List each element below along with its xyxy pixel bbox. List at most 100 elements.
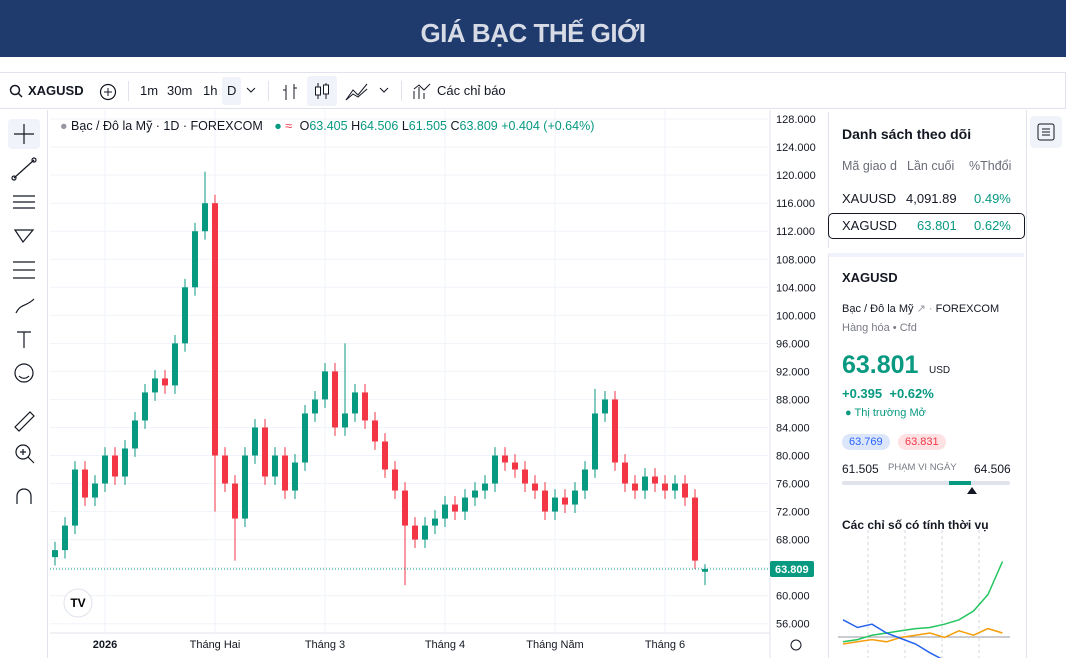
interval[interactable]: 1m <box>140 83 159 98</box>
watchlist-title: Danh sách theo dõi <box>842 126 972 142</box>
chart-legend: ● Bạc / Đô la Mỹ · 1D · FOREXCOM ● ≈ O63… <box>60 119 595 133</box>
column-header[interactable]: Lần cuối <box>907 159 955 173</box>
last-price-label: 63.809 <box>775 564 809 576</box>
candle-body <box>192 231 198 288</box>
detail-exchange: FOREXCOM <box>935 303 1000 315</box>
y-tick-label: 112.000 <box>776 226 815 238</box>
candle-body <box>612 399 618 463</box>
candle-body <box>622 462 628 484</box>
y-tick-label: 80.000 <box>776 450 810 462</box>
y-tick-label: 108.000 <box>776 254 816 266</box>
price-chart[interactable]: TV 56.00060.00064.00068.00072.00076.0008… <box>0 110 826 658</box>
legend-symbol: Bạc / Đô la Mỹ · 1D · FOREXCOM <box>71 119 263 133</box>
interval[interactable]: 1h <box>203 83 218 98</box>
dropdown[interactable] <box>379 87 389 95</box>
x-tick-label: 2026 <box>93 639 117 651</box>
candle-body <box>472 490 478 498</box>
y-tick-label: 120.000 <box>776 170 816 182</box>
candle-body <box>312 399 318 414</box>
watchlist-button[interactable] <box>1036 122 1056 142</box>
y-tick-label: 88.000 <box>776 394 810 406</box>
ohlc-value: 64.506 <box>360 119 399 133</box>
ohlc-label: L <box>401 119 409 133</box>
candle-body <box>132 420 138 449</box>
candle-body <box>552 497 558 512</box>
candle-body <box>632 483 638 491</box>
bars-style[interactable] <box>280 82 300 102</box>
ohlc-value: 63.809 <box>459 119 498 133</box>
candle-body <box>252 427 258 456</box>
tool-icons[interactable] <box>0 110 48 658</box>
x-tick-label: Tháng 4 <box>425 639 465 651</box>
search-icon[interactable] <box>9 84 23 98</box>
seasonal-title: Các chỉ số có tính thời vụ <box>842 518 989 532</box>
candle-body <box>362 392 368 421</box>
candle-body <box>532 483 538 491</box>
symbol-search[interactable]: XAGUSD <box>28 83 84 98</box>
x-tick-label: Tháng 6 <box>645 639 685 651</box>
indicators-icon[interactable] <box>412 82 432 100</box>
bid: 63.769 <box>842 434 890 450</box>
candle-body <box>262 427 268 477</box>
market-status: Thị trường Mở <box>854 407 926 419</box>
watch-last: 4,091.89 <box>906 191 957 206</box>
compare-button[interactable] <box>99 83 117 101</box>
candle-body <box>112 455 118 477</box>
watch-change: 0.62% <box>974 218 1011 233</box>
interval[interactable]: 30m <box>167 83 193 98</box>
area-style[interactable] <box>345 82 369 102</box>
detail-change-pct: +0.62% <box>889 386 934 401</box>
toolbar: XAGUSD 1m 30m 1h D Các chỉ báo <box>0 72 1066 109</box>
watchlist: Danh sách theo dõi Mã giao d Lần cuối %T… <box>828 112 1025 248</box>
y-tick-label: 96.000 <box>776 338 810 350</box>
candle-body <box>162 378 168 386</box>
candle-body <box>492 455 498 484</box>
watch-symbol[interactable]: XAGUSD <box>842 218 897 233</box>
candle-body <box>442 504 448 519</box>
candle-body <box>592 413 598 470</box>
selected-row[interactable] <box>828 213 1025 239</box>
candles-style[interactable] <box>312 81 332 101</box>
y-tick-label: 84.000 <box>776 422 810 434</box>
candle-body <box>282 455 288 491</box>
candle-body <box>502 455 508 463</box>
y-tick-label: 76.000 <box>776 479 810 491</box>
y-tick-label: 72.000 <box>776 507 810 519</box>
indicators-button[interactable]: Các chỉ báo <box>437 83 506 98</box>
candle-body <box>422 525 428 540</box>
dropdown[interactable] <box>246 87 256 95</box>
column-header[interactable]: Mã giao d <box>842 159 897 173</box>
seasonal-chart <box>838 530 1010 658</box>
candle-body <box>222 455 228 484</box>
candle-body <box>582 469 588 491</box>
candle-body <box>662 483 668 491</box>
candle-body <box>602 399 608 414</box>
candle-body <box>702 568 708 572</box>
column-header[interactable]: %Thđổi <box>969 159 1012 173</box>
watch-change: 0.49% <box>974 191 1011 206</box>
watch-symbol[interactable]: XAUUSD <box>842 191 897 206</box>
candle-body <box>392 469 398 491</box>
candle-body <box>242 455 248 519</box>
candle-body <box>292 462 298 491</box>
ask: 63.831 <box>898 434 946 450</box>
candle-body <box>82 469 88 498</box>
ohlc-value: 63.405 <box>309 119 348 133</box>
candle-body <box>642 476 648 491</box>
interval-active[interactable]: D <box>227 83 237 98</box>
candle-body <box>152 378 158 393</box>
candle-body <box>332 371 338 428</box>
ohlc-label: C <box>450 119 460 133</box>
seasonal-line <box>842 627 1003 645</box>
settings-icon[interactable] <box>790 639 802 651</box>
candle-body <box>432 518 438 526</box>
y-tick-label: 104.000 <box>776 282 816 294</box>
candle-body <box>672 483 678 491</box>
ohlc-label: H <box>351 119 361 133</box>
ohlc-value: 61.505 <box>408 119 447 133</box>
candle-body <box>562 497 568 505</box>
detail-name[interactable]: Bạc / Đô la Mỹ <box>842 303 914 315</box>
candle-body <box>342 413 348 428</box>
candle-body <box>52 550 58 558</box>
